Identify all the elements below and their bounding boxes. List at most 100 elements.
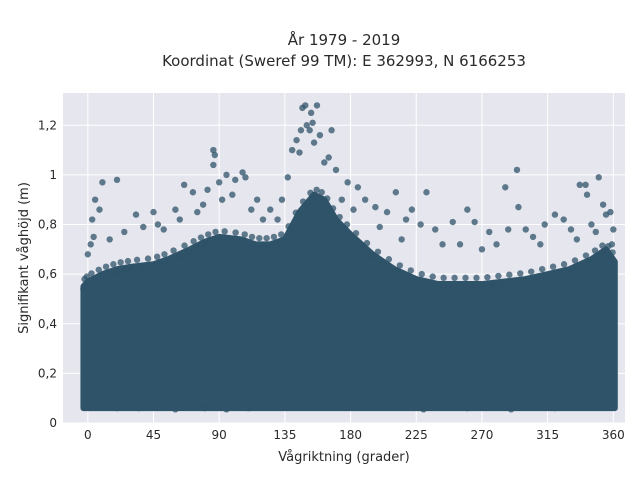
data-point	[248, 206, 255, 213]
data-point	[602, 248, 610, 255]
data-point	[90, 233, 97, 241]
data-point	[288, 146, 296, 154]
data-point	[544, 273, 551, 280]
x-tick-label: 225	[405, 428, 428, 442]
data-point	[517, 270, 524, 277]
data-point	[175, 253, 183, 260]
data-point	[329, 205, 337, 212]
data-point	[197, 234, 205, 241]
data-point	[113, 176, 121, 184]
data-point	[99, 273, 106, 280]
y-tick-label: 1	[49, 168, 57, 182]
data-point	[316, 131, 324, 139]
data-point	[449, 218, 456, 226]
data-point	[135, 404, 143, 412]
data-point	[223, 406, 230, 413]
data-point	[338, 196, 346, 203]
data-point	[363, 239, 371, 247]
data-point	[376, 223, 383, 231]
data-point	[424, 280, 431, 288]
data-point	[284, 174, 291, 181]
data-point	[96, 206, 103, 213]
data-point	[161, 251, 168, 258]
data-point	[318, 189, 325, 196]
data-point	[607, 208, 614, 216]
data-point	[582, 252, 590, 259]
data-point	[310, 139, 318, 146]
data-point	[215, 236, 223, 243]
x-tick-label: 180	[339, 428, 362, 442]
data-point	[332, 218, 340, 226]
y-axis-label: Signifikant våghöjd (m)	[17, 182, 32, 334]
data-point	[91, 196, 99, 203]
data-points	[84, 102, 617, 413]
data-point	[88, 270, 95, 277]
data-point	[153, 253, 161, 260]
data-point	[417, 221, 424, 228]
data-point	[374, 248, 382, 255]
data-point	[223, 171, 230, 179]
data-point	[307, 189, 314, 197]
data-point	[573, 236, 581, 243]
y-tick-label: 0	[49, 416, 57, 430]
x-axis-label: Vågriktning (grader)	[278, 450, 409, 465]
data-point	[256, 234, 263, 242]
data-point	[306, 127, 313, 134]
data-point	[288, 225, 296, 232]
data-point	[110, 261, 117, 268]
data-point	[464, 404, 471, 412]
data-point	[88, 216, 96, 223]
data-point	[473, 274, 480, 282]
data-point	[263, 234, 270, 242]
data-point	[551, 404, 559, 412]
data-point	[164, 258, 172, 265]
data-point	[328, 127, 335, 134]
x-tick-label: 45	[146, 428, 161, 442]
data-point	[551, 211, 559, 218]
data-point	[239, 169, 246, 176]
data-point	[140, 223, 147, 231]
x-tick-label: 315	[536, 428, 559, 442]
data-point	[369, 253, 376, 260]
data-point	[181, 242, 188, 249]
data-point	[84, 251, 92, 258]
data-point	[445, 283, 453, 290]
dense-point-band	[80, 186, 618, 412]
data-point	[133, 256, 141, 264]
data-point	[278, 196, 286, 203]
data-point	[144, 255, 152, 262]
data-point	[560, 261, 568, 268]
data-point	[296, 149, 303, 156]
data-point	[154, 221, 162, 228]
data-point	[128, 265, 135, 273]
data-point	[278, 231, 285, 238]
data-point	[189, 189, 197, 196]
data-point	[402, 216, 410, 223]
data-point	[259, 216, 267, 223]
data-point	[541, 221, 548, 228]
data-point	[407, 267, 414, 274]
data-point	[281, 238, 289, 246]
data-point	[252, 243, 259, 251]
data-point	[201, 404, 208, 412]
data-point	[610, 226, 617, 233]
data-point	[212, 228, 219, 236]
data-point	[511, 279, 518, 287]
data-point	[560, 216, 567, 223]
data-point	[607, 254, 614, 262]
data-point	[340, 226, 347, 233]
data-point	[595, 174, 602, 181]
data-point	[95, 266, 102, 273]
data-point	[190, 238, 197, 245]
data-point	[456, 283, 464, 290]
data-point	[484, 274, 491, 281]
data-point	[245, 404, 252, 412]
data-point	[391, 268, 398, 275]
data-point	[408, 206, 416, 213]
x-tick-label: 360	[602, 428, 625, 442]
data-point	[392, 189, 400, 196]
data-point	[380, 261, 387, 268]
data-point	[576, 181, 583, 189]
data-point	[157, 261, 165, 268]
